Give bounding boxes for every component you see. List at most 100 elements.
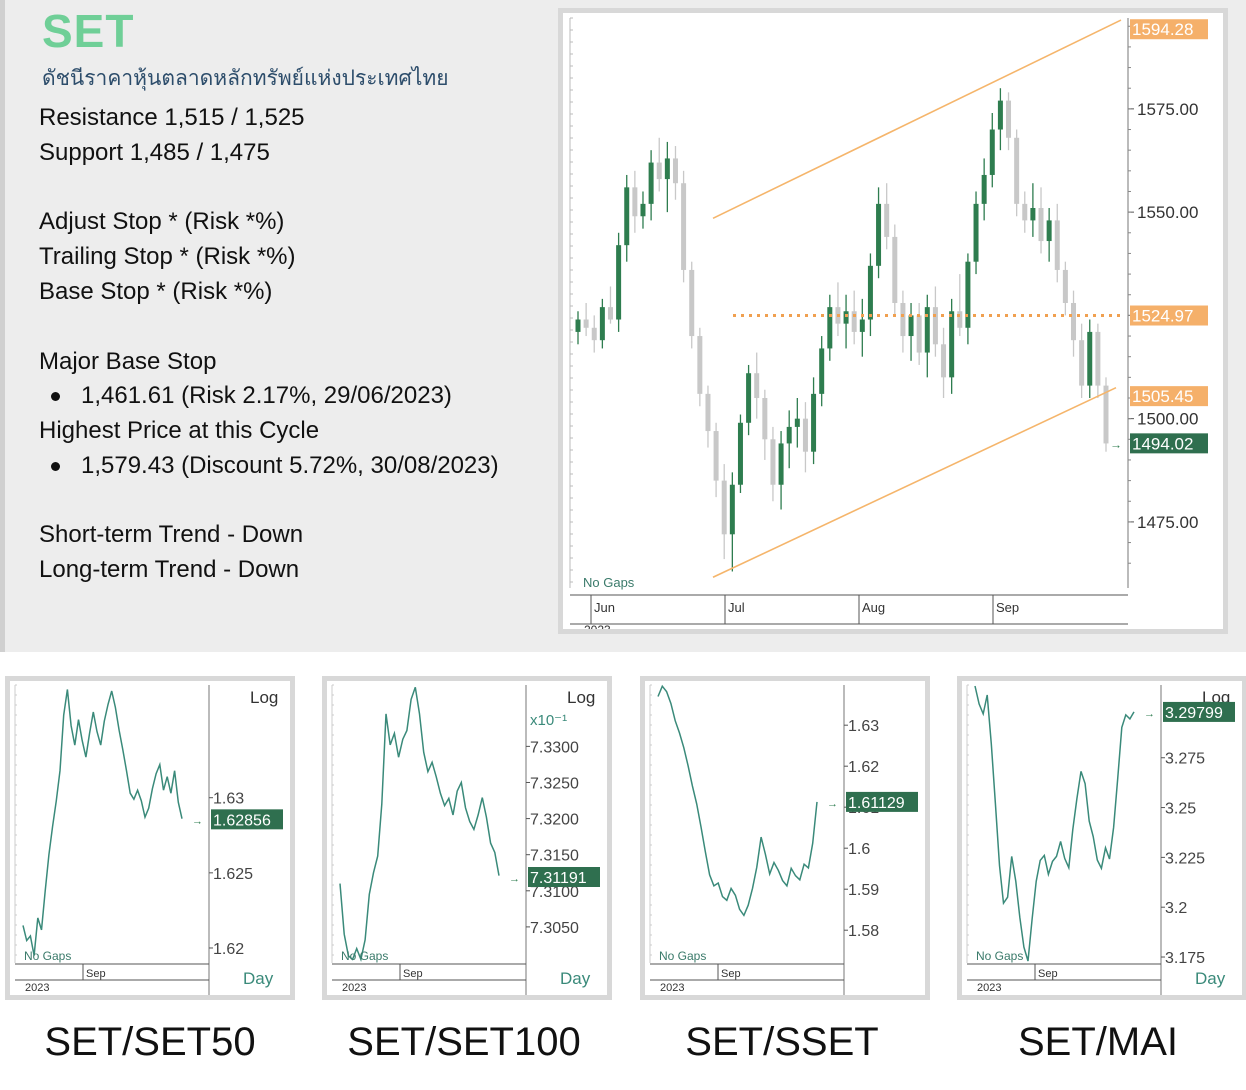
candle (575, 311, 581, 345)
last-value-tag-bg (211, 809, 283, 830)
candle-body (624, 187, 630, 246)
candle (932, 286, 938, 357)
candle (713, 422, 719, 498)
candle (851, 290, 857, 345)
y-tick-label: 1.62 (848, 759, 879, 776)
bullet-icon (51, 392, 60, 401)
candle (1046, 208, 1052, 262)
candle (1030, 183, 1036, 237)
year-label: 2023 (25, 982, 49, 994)
last-value-arrow-icon: → (827, 798, 838, 810)
no-gaps-note: No Gaps (659, 949, 706, 963)
y-tick-label: 7.3200 (530, 812, 579, 829)
candle-body (932, 307, 938, 345)
series-line (339, 686, 500, 963)
candle (746, 364, 752, 436)
candle (892, 224, 898, 316)
candle-body (794, 418, 800, 427)
candle (648, 150, 654, 221)
candle (786, 410, 792, 469)
y-tick-label: 1575.00 (1137, 100, 1198, 119)
y-tick-label: 3.175 (1165, 950, 1205, 967)
candle (900, 290, 906, 353)
last-value-tag: 1.61129 (848, 795, 905, 812)
lower-channel-line (712, 386, 1117, 578)
last-price-tag-bg (1130, 433, 1208, 454)
candle (1022, 191, 1028, 233)
last-value-tag: 3.29799 (1165, 705, 1223, 722)
horizontal-level-tag-bg (1130, 305, 1208, 326)
mini-chart-frame-set100: 7.3050 7.3100 7.3150 7.3200 7.3250 7.3300 Log x… (322, 676, 612, 1000)
candle-body (599, 307, 605, 341)
lower-channel-tag: 1505.45 (1132, 387, 1193, 406)
year-label: 2023 (660, 982, 684, 994)
candle-body (1014, 137, 1020, 204)
mini-chart-frame-set50: 1.62 1.625 1.63 Log Day → 1.62856 No Gaps Sep 202… (5, 676, 295, 1000)
candle-body (689, 269, 695, 337)
candle (583, 303, 589, 337)
chart-background (563, 13, 1223, 629)
y-tick-label: 3.275 (1165, 751, 1205, 768)
y-tick-label: 1475.00 (1137, 513, 1198, 532)
series-line (657, 684, 818, 917)
base-stop-text: Base Stop * (Risk *%) (39, 278, 273, 305)
candle-body (591, 327, 597, 341)
last-value-tag-bg (846, 791, 918, 812)
series-line (974, 685, 1135, 962)
candle-body (1095, 331, 1101, 386)
multiplier-label: x10⁻¹ (530, 712, 567, 729)
candle-body (721, 480, 727, 535)
lower-channel-tag-bg (1130, 386, 1208, 407)
y-tick-label: 3.25 (1165, 801, 1196, 818)
upper-channel-tag: 1594.28 (1132, 20, 1193, 39)
candle-body (1071, 303, 1077, 341)
y-tick-label: 1.63 (848, 718, 879, 735)
candle-body (1087, 331, 1093, 386)
y-tick-label: 1.62 (213, 941, 244, 958)
candle-body (1006, 100, 1012, 138)
mini-chart-set50: 1.62 1.625 1.63 Log Day → 1.62856 No Gaps Sep 202… (14, 684, 283, 995)
candle (729, 472, 735, 572)
candle-body (583, 319, 589, 328)
candle (1071, 290, 1077, 357)
candle (1103, 377, 1109, 452)
highest-price-value: 1,579.43 (Discount 5.72%, 30/08/2023) (81, 452, 499, 479)
candle-body (941, 344, 947, 378)
y-tick-label: 1500.00 (1137, 410, 1198, 429)
candle-body (616, 245, 622, 320)
candle (1087, 319, 1093, 398)
adjust-stop-text: Adjust Stop * (Risk *%) (39, 208, 285, 235)
candle (754, 352, 760, 419)
year-label: 2023 (584, 623, 611, 629)
candle-body (575, 319, 581, 332)
x-tick-label: Jul (728, 600, 745, 615)
mini-chart-frame-mai: 3.175 3.2 3.225 3.25 3.275 Log Day → 3.29799 No G… (957, 676, 1246, 1000)
candle (867, 253, 873, 337)
last-value-tag-bg (1163, 701, 1235, 722)
y-tick-label: 7.3100 (530, 884, 579, 901)
candle-body (989, 129, 995, 175)
x-tick-label: Sep (86, 968, 106, 980)
candle (762, 389, 768, 460)
candle-body (737, 422, 743, 485)
candle-body (997, 100, 1003, 130)
mini-label-set50: SET/SET50 (44, 1020, 256, 1064)
candle (672, 146, 678, 200)
candle (607, 286, 613, 324)
mini-label-mai: SET/MAI (1017, 1020, 1179, 1064)
candle-body (770, 439, 776, 485)
candle-body (900, 303, 906, 337)
x-tick-label: Sep (721, 968, 741, 980)
candle-body (949, 311, 955, 378)
y-tick-label: 7.3300 (530, 739, 579, 756)
candle (1038, 187, 1044, 254)
no-gaps-note: No Gaps (976, 949, 1023, 963)
candle-body (1062, 269, 1068, 303)
candle (599, 298, 605, 349)
x-tick-label: Sep (996, 600, 1019, 615)
scale-label: Log (250, 688, 278, 707)
x-tick-label: Aug (862, 600, 885, 615)
